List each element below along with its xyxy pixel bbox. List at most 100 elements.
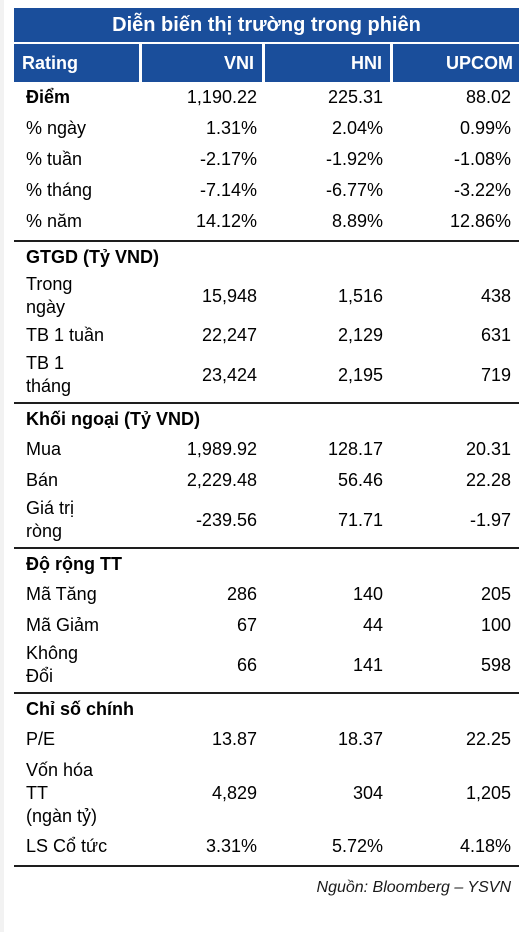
value-hni: 2,195 bbox=[337, 364, 383, 385]
value-hni: 56.46 bbox=[337, 470, 383, 490]
value-upcom: -1.08% bbox=[453, 149, 511, 169]
header-rating: Rating bbox=[14, 44, 139, 82]
table-row: Vốn hóa TT (ngàn tỷ) 4,829 304 1,205 bbox=[14, 755, 519, 831]
value-hni: 71.71 bbox=[337, 509, 383, 530]
row-label: LS Cổ tức bbox=[26, 836, 108, 856]
table-row: % năm 14.12% 8.89% 12.86% bbox=[14, 206, 519, 237]
value-vni: 286 bbox=[226, 584, 257, 604]
section-title: Khối ngoại (Tỷ VND) bbox=[26, 409, 200, 429]
row-label: Vốn hóa TT (ngàn tỷ) bbox=[26, 759, 98, 826]
value-upcom: 100 bbox=[480, 615, 511, 635]
value-vni: -239.56 bbox=[195, 509, 257, 530]
value-upcom: 12.86% bbox=[449, 211, 511, 231]
row-label: Giá trị ròng bbox=[26, 498, 75, 541]
value-upcom: -1.97 bbox=[469, 509, 511, 530]
table-row: Mua 1,989.92 128.17 20.31 bbox=[14, 434, 519, 465]
section-do-rong: Độ rộng TT Mã Tăng 286 140 205 Mã Giảm 6… bbox=[14, 549, 519, 694]
table-row: Không Đổi 66 141 598 bbox=[14, 641, 519, 689]
row-label: Điểm bbox=[26, 87, 71, 107]
row-label: P/E bbox=[26, 729, 56, 749]
value-hni: 8.89% bbox=[331, 211, 383, 231]
value-upcom: 205 bbox=[480, 584, 511, 604]
value-upcom: 598 bbox=[480, 654, 511, 675]
value-upcom: 719 bbox=[480, 364, 511, 385]
value-upcom: 631 bbox=[480, 325, 511, 345]
row-label: Không Đổi bbox=[26, 643, 79, 686]
value-hni: 2.04% bbox=[331, 118, 383, 138]
value-upcom: 4.18% bbox=[459, 836, 511, 856]
market-table: Diễn biến thị trường trong phiên Rating … bbox=[14, 8, 519, 897]
header-vni: VNI bbox=[142, 44, 262, 82]
value-upcom: 88.02 bbox=[465, 87, 511, 107]
value-hni: -1.92% bbox=[325, 149, 383, 169]
value-vni: -2.17% bbox=[199, 149, 257, 169]
header-upcom: UPCOM bbox=[393, 44, 519, 82]
page-edge bbox=[0, 0, 4, 932]
value-vni: 1,190.22 bbox=[186, 87, 257, 107]
section-khoi-ngoai: Khối ngoại (Tỷ VND) Mua 1,989.92 128.17 … bbox=[14, 404, 519, 549]
table-row: P/E 13.87 18.37 22.25 bbox=[14, 724, 519, 755]
value-upcom: 1,205 bbox=[465, 782, 511, 803]
section-title: GTGD (Tỷ VND) bbox=[26, 247, 159, 267]
value-hni: 18.37 bbox=[337, 729, 383, 749]
value-hni: 304 bbox=[352, 782, 383, 803]
row-label: % tháng bbox=[26, 180, 93, 200]
value-hni: 5.72% bbox=[331, 836, 383, 856]
table-row: TB 1 tuần 22,247 2,129 631 bbox=[14, 320, 519, 351]
table-header: Rating VNI HNI UPCOM bbox=[14, 44, 519, 82]
value-vni: 2,229.48 bbox=[186, 470, 257, 490]
row-label: % năm bbox=[26, 211, 83, 231]
value-vni: 23,424 bbox=[201, 364, 257, 385]
table-row: % ngày 1.31% 2.04% 0.99% bbox=[14, 113, 519, 144]
row-label: % ngày bbox=[26, 118, 87, 138]
table-row: Giá trị ròng -239.56 71.71 -1.97 bbox=[14, 496, 519, 544]
value-hni: 140 bbox=[352, 584, 383, 604]
source-note: Nguồn: Bloomberg – YSVN bbox=[316, 879, 511, 896]
value-vni: 13.87 bbox=[211, 729, 257, 749]
value-hni: 225.31 bbox=[327, 87, 383, 107]
value-vni: 1.31% bbox=[205, 118, 257, 138]
value-hni: -6.77% bbox=[325, 180, 383, 200]
table-row: LS Cổ tức 3.31% 5.72% 4.18% bbox=[14, 831, 519, 862]
row-label: Mã Tăng bbox=[26, 584, 97, 604]
section-diem: Điểm 1,190.22 225.31 88.02 % ngày 1.31% … bbox=[14, 82, 519, 242]
section-title: Độ rộng TT bbox=[26, 554, 122, 574]
value-upcom: 22.28 bbox=[465, 470, 511, 490]
value-vni: 22,247 bbox=[201, 325, 257, 345]
row-label: Trong ngày bbox=[26, 274, 73, 317]
table-row: % tuần -2.17% -1.92% -1.08% bbox=[14, 144, 519, 175]
value-vni: 67 bbox=[236, 615, 257, 635]
row-label: Bán bbox=[26, 470, 59, 490]
value-hni: 2,129 bbox=[337, 325, 383, 345]
section-title: Chỉ số chính bbox=[26, 699, 134, 719]
table-row: TB 1 tháng 23,424 2,195 719 bbox=[14, 351, 519, 399]
row-label: TB 1 tháng bbox=[26, 353, 72, 396]
table-row: Trong ngày 15,948 1,516 438 bbox=[14, 272, 519, 320]
table-row: Bán 2,229.48 56.46 22.28 bbox=[14, 465, 519, 496]
value-hni: 44 bbox=[362, 615, 383, 635]
section-gtgd: GTGD (Tỷ VND) Trong ngày 15,948 1,516 43… bbox=[14, 242, 519, 404]
value-vni: 15,948 bbox=[201, 285, 257, 306]
value-upcom: 0.99% bbox=[459, 118, 511, 138]
value-vni: 14.12% bbox=[195, 211, 257, 231]
value-vni: 66 bbox=[236, 654, 257, 675]
table-title: Diễn biến thị trường trong phiên bbox=[14, 8, 519, 42]
value-upcom: -3.22% bbox=[453, 180, 511, 200]
table-row: Mã Tăng 286 140 205 bbox=[14, 579, 519, 610]
table-row: Mã Giảm 67 44 100 bbox=[14, 610, 519, 641]
value-vni: -7.14% bbox=[199, 180, 257, 200]
value-hni: 141 bbox=[352, 654, 383, 675]
value-hni: 128.17 bbox=[327, 439, 383, 459]
row-label: TB 1 tuần bbox=[26, 325, 105, 345]
value-vni: 4,829 bbox=[211, 782, 257, 803]
value-vni: 1,989.92 bbox=[186, 439, 257, 459]
row-label: Mã Giảm bbox=[26, 615, 100, 635]
value-vni: 3.31% bbox=[205, 836, 257, 856]
row-label: % tuần bbox=[26, 149, 83, 169]
value-upcom: 438 bbox=[480, 285, 511, 306]
value-hni: 1,516 bbox=[337, 285, 383, 306]
table-row: % tháng -7.14% -6.77% -3.22% bbox=[14, 175, 519, 206]
header-hni: HNI bbox=[265, 44, 390, 82]
section-chi-so-chinh: Chỉ số chính P/E 13.87 18.37 22.25 Vốn h… bbox=[14, 694, 519, 867]
row-label: Mua bbox=[26, 439, 62, 459]
